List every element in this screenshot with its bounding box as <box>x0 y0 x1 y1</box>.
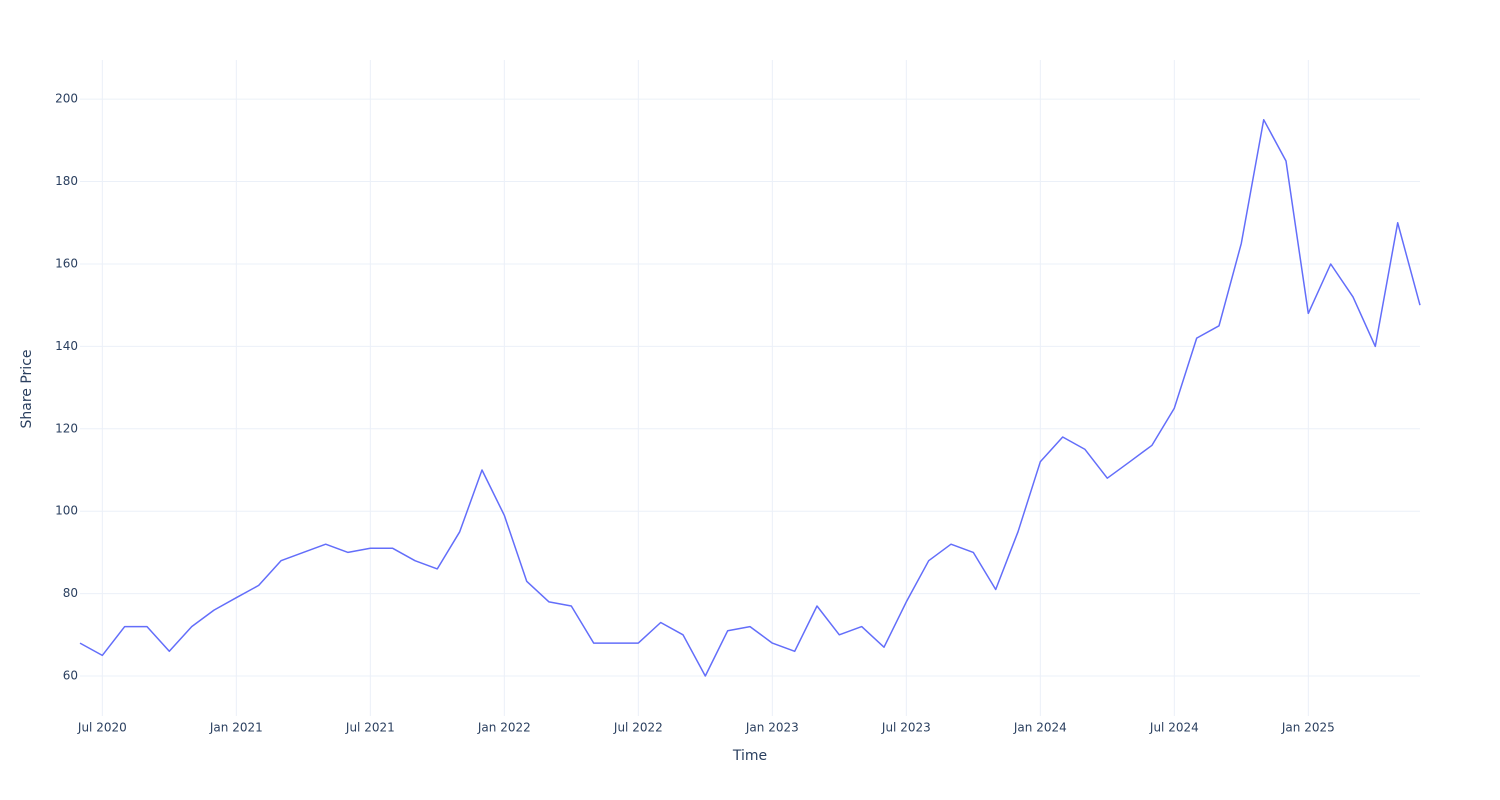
x-tick-label: Jan 2023 <box>745 721 799 735</box>
price-line <box>79 118 1421 677</box>
y-tick-label: 80 <box>63 586 78 600</box>
x-tick-label: Jul 2024 <box>1149 721 1199 735</box>
x-tick-label: Jul 2023 <box>881 721 931 735</box>
x-tick-label: Jul 2020 <box>77 721 127 735</box>
y-tick-label: 180 <box>55 174 78 188</box>
y-tick-label: 120 <box>55 421 78 435</box>
x-tick-label: Jan 2025 <box>1281 721 1335 735</box>
x-tick-label: Jan 2022 <box>477 721 531 735</box>
x-tick-label: Jan 2024 <box>1013 721 1067 735</box>
x-tick-label: Jan 2021 <box>209 721 263 735</box>
x-tick-label: Jul 2021 <box>345 721 395 735</box>
y-tick-label: 60 <box>63 669 78 683</box>
y-tick-label: 200 <box>55 92 78 106</box>
y-tick-label: 140 <box>55 339 78 353</box>
y-tick-label: 100 <box>55 504 78 518</box>
y-axis-title: Share Price <box>19 349 35 428</box>
x-axis-title: Time <box>732 748 767 764</box>
x-tick-label: Jul 2022 <box>613 721 663 735</box>
y-tick-label: 160 <box>55 256 78 270</box>
